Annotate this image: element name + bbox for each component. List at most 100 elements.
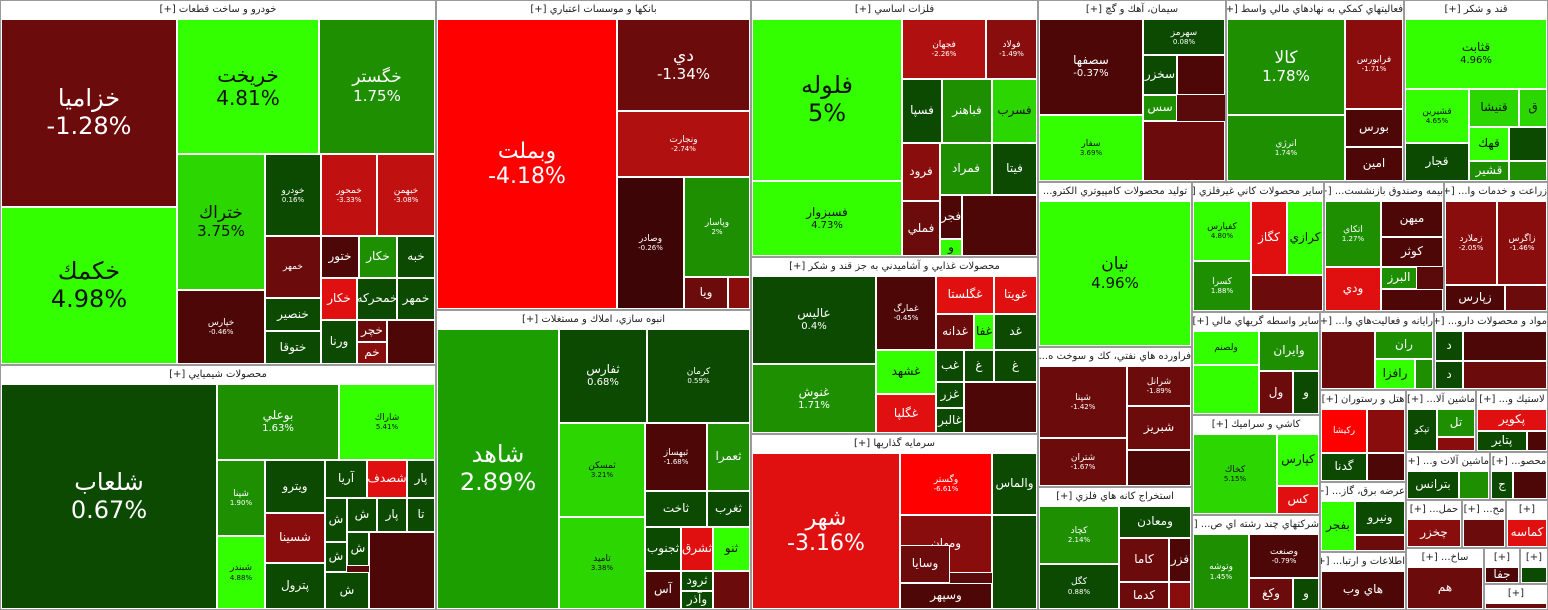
sector-header[interactable]: [+] xyxy=(1485,549,1519,567)
sector-header[interactable]: سيمان، آهك و گچ [+] xyxy=(1039,1,1225,19)
stock-tile[interactable] xyxy=(728,277,750,309)
stock-tile[interactable]: تاميد 3.38% xyxy=(559,517,645,609)
stock-tile[interactable]: سخزر xyxy=(1143,55,1177,95)
stock-tile[interactable]: شاراك 5.41% xyxy=(339,384,435,460)
stock-tile[interactable]: وتوشه 1.45% xyxy=(1193,534,1249,609)
stock-tile[interactable]: شپنا -1.42% xyxy=(1039,366,1127,438)
stock-tile[interactable]: ش xyxy=(325,572,369,609)
stock-tile[interactable]: ميهن xyxy=(1381,201,1443,237)
stock-tile[interactable]: فجر xyxy=(940,195,962,239)
stock-tile[interactable]: خپارس -0.46% xyxy=(177,290,265,364)
stock-tile[interactable]: ومعادن xyxy=(1119,506,1191,538)
stock-tile[interactable]: البرز xyxy=(1381,267,1417,289)
stock-tile[interactable]: شپنا 1.90% xyxy=(217,460,265,536)
sector-header[interactable]: كاشي و سراميك [+] xyxy=(1193,416,1319,434)
sector-header[interactable]: خودرو و ساخت قطعات [+] xyxy=(1,1,435,19)
stock-tile[interactable]: پار xyxy=(377,498,407,532)
stock-tile[interactable]: تل xyxy=(1437,409,1475,437)
sector-header[interactable]: ساخ... [+] xyxy=(1407,549,1483,567)
stock-tile[interactable] xyxy=(1463,361,1547,389)
stock-tile[interactable]: گدنا xyxy=(1321,453,1367,481)
stock-tile[interactable]: سفار 3.69% xyxy=(1039,115,1143,181)
stock-tile[interactable]: خكار xyxy=(359,236,397,278)
sector-header[interactable]: مح... [+] xyxy=(1463,501,1505,519)
stock-tile[interactable]: ختور xyxy=(321,236,359,278)
stock-tile[interactable]: شبندر 4.88% xyxy=(217,536,265,609)
stock-tile[interactable]: خمحركه xyxy=(357,278,397,320)
stock-tile[interactable] xyxy=(1355,535,1405,551)
stock-tile[interactable]: غب xyxy=(936,350,964,382)
stock-tile[interactable]: كوثر xyxy=(1381,237,1443,267)
stock-tile[interactable]: خودرو 0.16% xyxy=(265,154,321,236)
stock-tile[interactable]: پار xyxy=(407,460,435,498)
stock-tile[interactable]: خمهر xyxy=(397,278,435,320)
stock-tile[interactable]: قشيرين 4.65% xyxy=(1405,89,1469,143)
stock-tile[interactable]: فمراد xyxy=(940,143,992,195)
stock-tile[interactable]: و xyxy=(940,239,962,256)
stock-tile[interactable]: ويترو xyxy=(265,460,325,513)
stock-tile[interactable] xyxy=(1509,127,1547,161)
stock-tile[interactable]: ورنا xyxy=(321,320,357,364)
stock-tile[interactable] xyxy=(1321,331,1375,389)
sector-header[interactable]: [+] xyxy=(1521,549,1547,567)
stock-tile[interactable]: غنوش 1.71% xyxy=(752,364,876,433)
stock-tile[interactable]: نيان 4.96% xyxy=(1039,201,1191,346)
stock-tile[interactable]: ثبهساز -1.68% xyxy=(645,423,707,491)
stock-tile[interactable]: وصنعت -0.79% xyxy=(1249,534,1319,578)
stock-tile[interactable]: سس xyxy=(1143,95,1177,121)
stock-tile[interactable]: خم xyxy=(357,342,387,364)
stock-tile[interactable] xyxy=(1193,365,1259,414)
stock-tile[interactable]: كپارس xyxy=(1277,434,1319,486)
stock-tile[interactable]: غ xyxy=(964,350,994,382)
stock-tile[interactable]: ركيشا xyxy=(1321,409,1367,453)
stock-tile[interactable]: غويتا xyxy=(994,276,1037,314)
sector-header[interactable]: هتل و رستوران [+] xyxy=(1321,391,1405,409)
stock-tile[interactable]: غ xyxy=(994,350,1037,382)
sector-header[interactable]: محصولات غذايي و آشاميدني به جز قند و شكر… xyxy=(752,258,1037,276)
sector-header[interactable]: محصو... [+] xyxy=(1491,453,1547,471)
stock-tile[interactable] xyxy=(713,571,750,609)
stock-tile[interactable]: خزاميا -1.28% xyxy=(1,19,177,207)
sector-header[interactable]: شركتهاي چند رشته اي ص... [+] xyxy=(1193,516,1319,534)
stock-tile[interactable]: فزر xyxy=(1169,538,1191,582)
stock-tile[interactable]: ش xyxy=(347,498,377,532)
stock-tile[interactable]: رافزا xyxy=(1375,359,1415,389)
stock-tile[interactable]: كچاد 2.14% xyxy=(1039,506,1119,564)
stock-tile[interactable]: وپاسار 2% xyxy=(684,177,750,277)
stock-tile[interactable]: ختوقا xyxy=(265,331,321,364)
stock-tile[interactable]: وصادر -0.26% xyxy=(617,177,684,309)
sector-header[interactable]: بانکها و موسسات اعتباري [+] xyxy=(437,1,750,19)
stock-tile[interactable]: وكغ xyxy=(1249,578,1293,609)
sector-header[interactable]: فلزات اساسي [+] xyxy=(752,1,1037,19)
stock-tile[interactable]: امين xyxy=(1345,147,1403,181)
sector-header[interactable]: لاستيك و... [+] xyxy=(1477,391,1547,409)
stock-tile[interactable] xyxy=(1367,409,1405,453)
stock-tile[interactable]: كاما xyxy=(1119,538,1169,582)
stock-tile[interactable]: ولصنم xyxy=(1193,331,1259,365)
stock-tile[interactable]: بترانس xyxy=(1407,471,1459,499)
sector-header[interactable]: ساير محصولات كاني غيرفلزي [+] xyxy=(1193,183,1323,201)
stock-tile[interactable]: ش xyxy=(325,498,347,542)
stock-tile[interactable]: تا xyxy=(407,498,435,532)
stock-tile[interactable] xyxy=(1437,437,1475,451)
stock-tile[interactable]: شاهد 2.89% xyxy=(437,329,559,609)
stock-tile[interactable]: ونيرو xyxy=(1355,501,1405,535)
stock-tile[interactable]: د xyxy=(1435,331,1463,361)
stock-tile[interactable]: وبملت -4.18% xyxy=(437,19,617,309)
stock-tile[interactable]: قثابت 4.96% xyxy=(1405,19,1547,89)
stock-tile[interactable]: فرابورس -1.71% xyxy=(1345,19,1403,109)
stock-tile[interactable]: غمارگ -0.45% xyxy=(876,276,936,350)
stock-tile[interactable] xyxy=(1513,471,1547,499)
stock-tile[interactable]: خكمك 4.98% xyxy=(1,207,177,364)
stock-tile[interactable]: ثاخت xyxy=(645,491,707,527)
stock-tile[interactable]: چخزر xyxy=(1407,519,1461,547)
stock-tile[interactable]: هاي وب xyxy=(1321,571,1405,609)
stock-tile[interactable]: ثعمرا xyxy=(707,423,750,491)
stock-tile[interactable]: قشير xyxy=(1469,161,1509,181)
stock-tile[interactable]: فلوله 5% xyxy=(752,19,902,181)
stock-tile[interactable] xyxy=(1509,161,1547,181)
sector-header[interactable]: توليد محصولات كامپيوتري الكترو... xyxy=(1039,183,1191,201)
stock-tile[interactable] xyxy=(387,320,435,364)
sector-header[interactable]: فعاليتهاي كمكي به نهادهاي مالي واسط [+] xyxy=(1227,1,1403,19)
stock-tile[interactable]: فسبزوار 4.73% xyxy=(752,181,902,256)
